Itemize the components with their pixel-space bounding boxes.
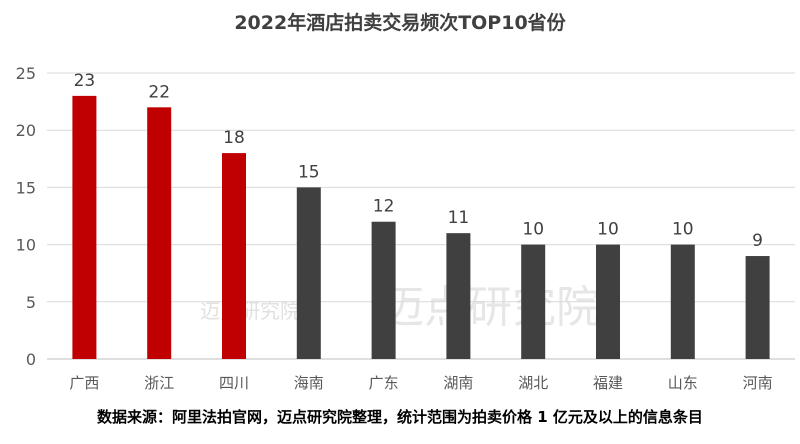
data-label: 15 <box>298 162 320 182</box>
y-tick-label: 15 <box>16 178 36 197</box>
x-tick-label: 河南 <box>743 374 773 392</box>
data-label: 10 <box>672 220 694 240</box>
bar <box>222 153 246 359</box>
y-tick-label: 5 <box>26 293 36 312</box>
x-tick-label: 福建 <box>593 374 623 392</box>
bar <box>670 244 695 359</box>
chart-title: 2022年酒店拍卖交易频次TOP10省份 <box>234 12 566 34</box>
watermark: 迈点研究院 <box>380 282 600 333</box>
bar <box>596 244 620 359</box>
data-label: 18 <box>223 128 245 148</box>
data-label: 9 <box>752 231 763 251</box>
data-label: 10 <box>597 220 619 240</box>
bar <box>147 107 172 359</box>
data-label: 10 <box>522 220 544 240</box>
watermark-logo: 迈点研究院 <box>200 299 300 323</box>
data-label: 23 <box>74 71 96 91</box>
x-tick-label: 四川 <box>219 374 249 392</box>
bar <box>72 95 97 359</box>
data-label: 22 <box>148 82 170 102</box>
y-tick-label: 25 <box>16 64 36 83</box>
x-tick-label: 山东 <box>668 374 698 392</box>
x-tick-label: 湖南 <box>443 374 473 392</box>
bar <box>521 244 546 359</box>
bar <box>296 187 321 359</box>
x-tick-label: 广西 <box>69 374 99 392</box>
bar <box>371 221 396 359</box>
x-tick-label: 浙江 <box>144 374 174 392</box>
x-tick-label: 海南 <box>294 374 324 392</box>
x-tick-label: 广东 <box>369 374 399 392</box>
y-tick-label: 10 <box>16 236 36 255</box>
y-tick-label: 0 <box>26 350 36 369</box>
data-label: 11 <box>448 208 470 228</box>
bar <box>745 256 770 359</box>
bar <box>446 233 471 359</box>
y-tick-label: 20 <box>16 121 36 140</box>
data-label: 12 <box>373 197 395 217</box>
bar-chart: 迈点研究院 迈点研究院 0 5 10 15 20 25 23 广西 22 浙江 18 四川 15 海南 12 广东… <box>16 64 795 392</box>
source-note: 数据来源：阿里法拍官网，迈点研究院整理，统计范围为拍卖价格 1 亿元及以上的信息… <box>97 408 703 426</box>
x-tick-label: 湖北 <box>518 374 548 392</box>
